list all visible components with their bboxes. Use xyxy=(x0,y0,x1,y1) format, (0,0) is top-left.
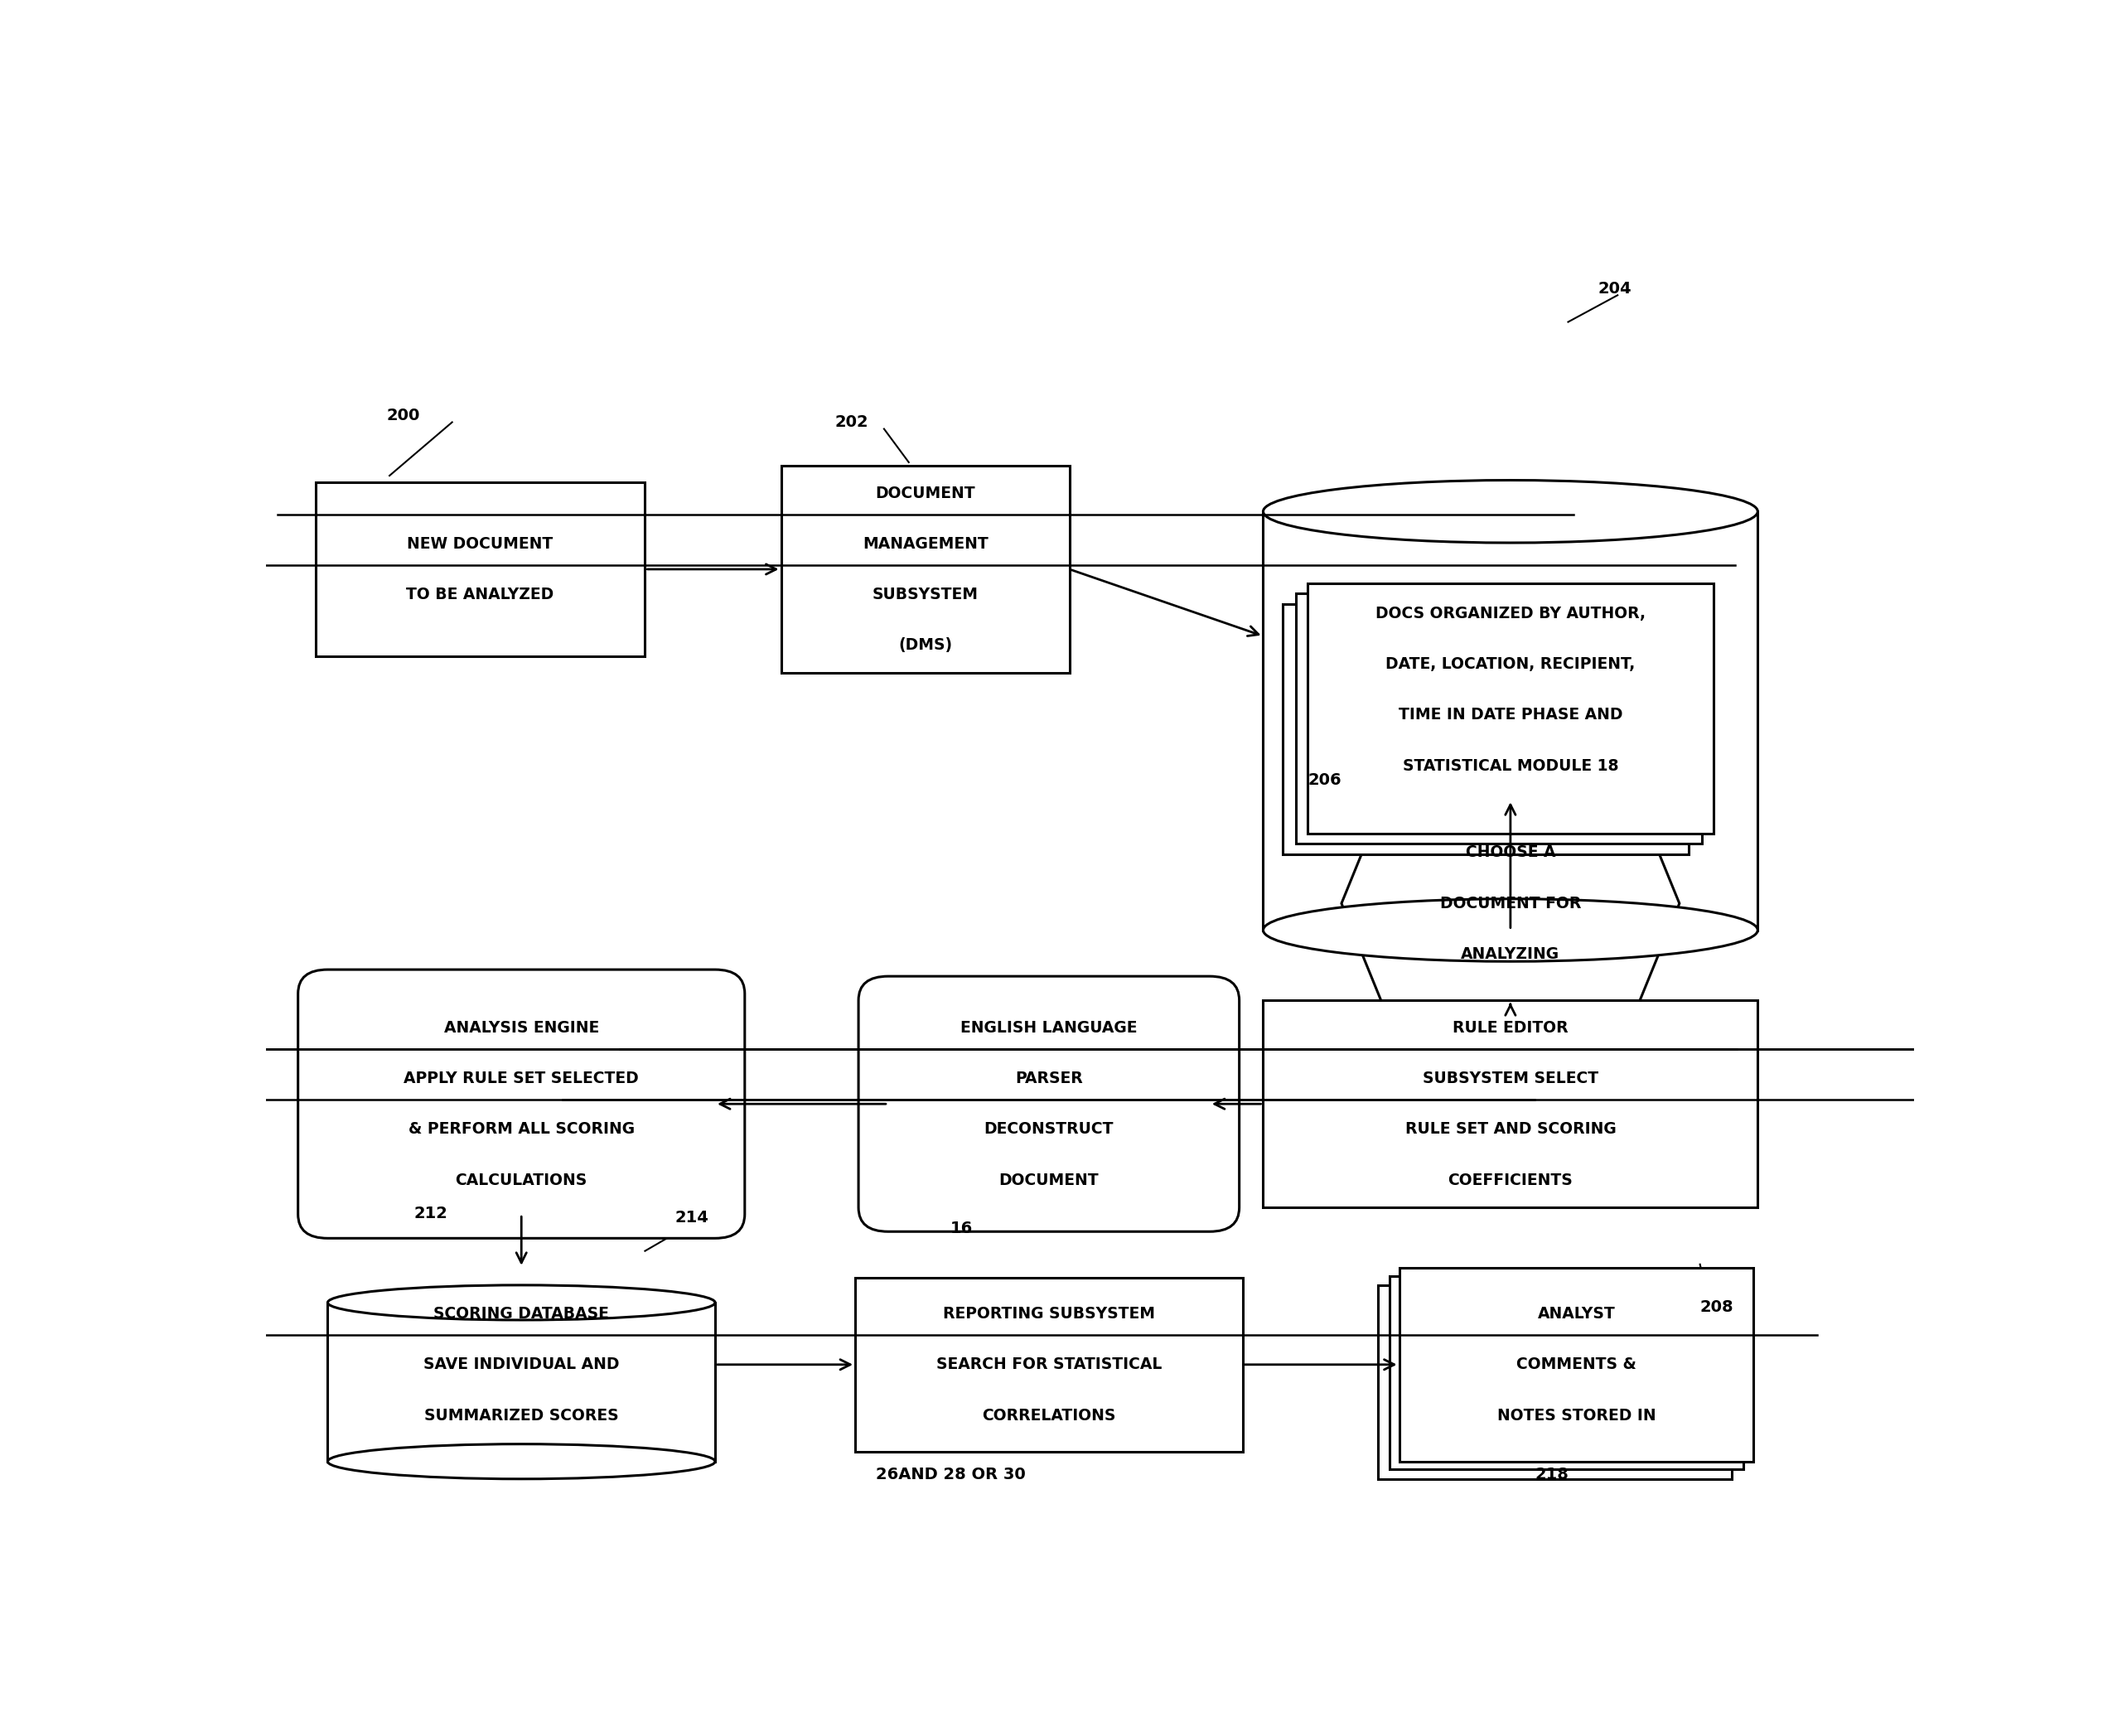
Text: PARSER: PARSER xyxy=(1015,1071,1083,1087)
Polygon shape xyxy=(1342,800,1680,1007)
Text: APPLY RULE SET SELECTED: APPLY RULE SET SELECTED xyxy=(404,1071,638,1087)
Text: 214: 214 xyxy=(674,1210,708,1226)
Text: SUBSYSTEM: SUBSYSTEM xyxy=(872,587,978,602)
Text: 26AND 28 OR 30: 26AND 28 OR 30 xyxy=(876,1467,1025,1483)
Bar xyxy=(1263,512,1757,930)
Text: MANAGEMENT: MANAGEMENT xyxy=(861,536,989,552)
Text: SUBSYSTEM SELECT: SUBSYSTEM SELECT xyxy=(1423,1071,1597,1087)
FancyBboxPatch shape xyxy=(859,976,1240,1231)
Text: REPORTING SUBSYSTEM: REPORTING SUBSYSTEM xyxy=(942,1305,1155,1321)
Ellipse shape xyxy=(328,1285,715,1319)
Text: 202: 202 xyxy=(834,415,868,431)
Text: DOCUMENT: DOCUMENT xyxy=(1000,1172,1100,1187)
Ellipse shape xyxy=(1263,481,1757,543)
Text: ANALYSIS ENGINE: ANALYSIS ENGINE xyxy=(445,1019,600,1036)
Text: CALCULATIONS: CALCULATIONS xyxy=(455,1172,587,1187)
Text: SCORING DATABASE: SCORING DATABASE xyxy=(434,1305,608,1321)
Bar xyxy=(855,1278,1242,1451)
Text: RULE EDITOR: RULE EDITOR xyxy=(1453,1019,1568,1036)
Text: TO BE ANALYZED: TO BE ANALYZED xyxy=(406,587,553,602)
Ellipse shape xyxy=(1263,899,1757,962)
Text: DATE, LOCATION, RECIPIENT,: DATE, LOCATION, RECIPIENT, xyxy=(1385,656,1636,672)
Text: (DMS): (DMS) xyxy=(898,637,953,653)
Text: SAVE INDIVIDUAL AND: SAVE INDIVIDUAL AND xyxy=(423,1358,619,1373)
Bar xyxy=(1308,583,1712,833)
Bar xyxy=(1283,604,1689,854)
Text: CHOOSE A: CHOOSE A xyxy=(1466,845,1555,861)
Bar xyxy=(781,465,1070,674)
Text: DOCUMENT FOR: DOCUMENT FOR xyxy=(1440,896,1580,911)
Ellipse shape xyxy=(328,1444,715,1479)
Text: DOCUMENT: DOCUMENT xyxy=(876,484,974,502)
Text: ANALYST: ANALYST xyxy=(1538,1305,1614,1321)
Text: ENGLISH LANGUAGE: ENGLISH LANGUAGE xyxy=(961,1019,1138,1036)
Text: RULE SET AND SCORING: RULE SET AND SCORING xyxy=(1406,1121,1617,1137)
Text: DOCS ORGANIZED BY AUTHOR,: DOCS ORGANIZED BY AUTHOR, xyxy=(1376,606,1646,621)
Text: CORRELATIONS: CORRELATIONS xyxy=(983,1408,1117,1424)
Bar xyxy=(1378,1285,1731,1479)
Text: 206: 206 xyxy=(1308,773,1342,788)
Text: ANALYZING: ANALYZING xyxy=(1461,946,1559,962)
Bar xyxy=(315,483,644,656)
Text: & PERFORM ALL SCORING: & PERFORM ALL SCORING xyxy=(408,1121,634,1137)
FancyBboxPatch shape xyxy=(298,970,744,1238)
Text: DECONSTRUCT: DECONSTRUCT xyxy=(985,1121,1115,1137)
Text: NEW DOCUMENT: NEW DOCUMENT xyxy=(406,536,553,552)
Text: SUMMARIZED SCORES: SUMMARIZED SCORES xyxy=(423,1408,619,1424)
Text: 16: 16 xyxy=(951,1220,972,1236)
Text: 208: 208 xyxy=(1699,1299,1734,1314)
Bar xyxy=(1400,1267,1753,1462)
Text: 218: 218 xyxy=(1536,1467,1570,1483)
Text: TIME IN DATE PHASE AND: TIME IN DATE PHASE AND xyxy=(1397,707,1623,722)
Bar xyxy=(1389,1276,1744,1469)
Text: SEARCH FOR STATISTICAL: SEARCH FOR STATISTICAL xyxy=(936,1358,1161,1373)
Text: STATISTICAL MODULE 18: STATISTICAL MODULE 18 xyxy=(1402,759,1619,774)
Text: COEFFICIENTS: COEFFICIENTS xyxy=(1448,1172,1572,1187)
Text: 204: 204 xyxy=(1597,281,1631,297)
Text: 212: 212 xyxy=(415,1207,449,1222)
Text: 200: 200 xyxy=(387,408,419,424)
Bar xyxy=(1295,594,1702,844)
Bar xyxy=(328,1302,715,1462)
Text: NOTES STORED IN: NOTES STORED IN xyxy=(1497,1408,1655,1424)
Text: COMMENTS &: COMMENTS & xyxy=(1517,1358,1636,1373)
Bar xyxy=(1263,1000,1757,1208)
